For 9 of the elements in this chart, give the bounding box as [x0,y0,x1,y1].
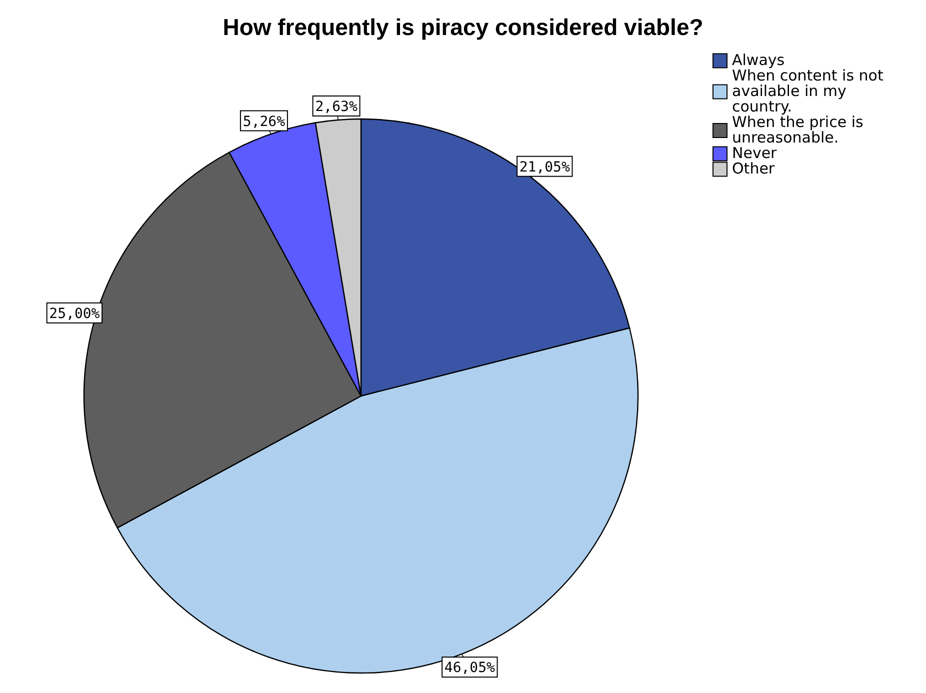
data-label: 46,05% [444,660,496,676]
legend-label: Never [732,144,778,162]
data-label: 25,00% [49,306,100,322]
chart-title: How frequently is piracy considered viable? [222,14,704,40]
data-label: 5,26% [242,114,286,130]
legend-label: Other [732,160,776,178]
data-label: 21,05% [519,159,570,176]
data-label: 2,63% [315,98,358,115]
legend-label: Always [732,51,785,69]
